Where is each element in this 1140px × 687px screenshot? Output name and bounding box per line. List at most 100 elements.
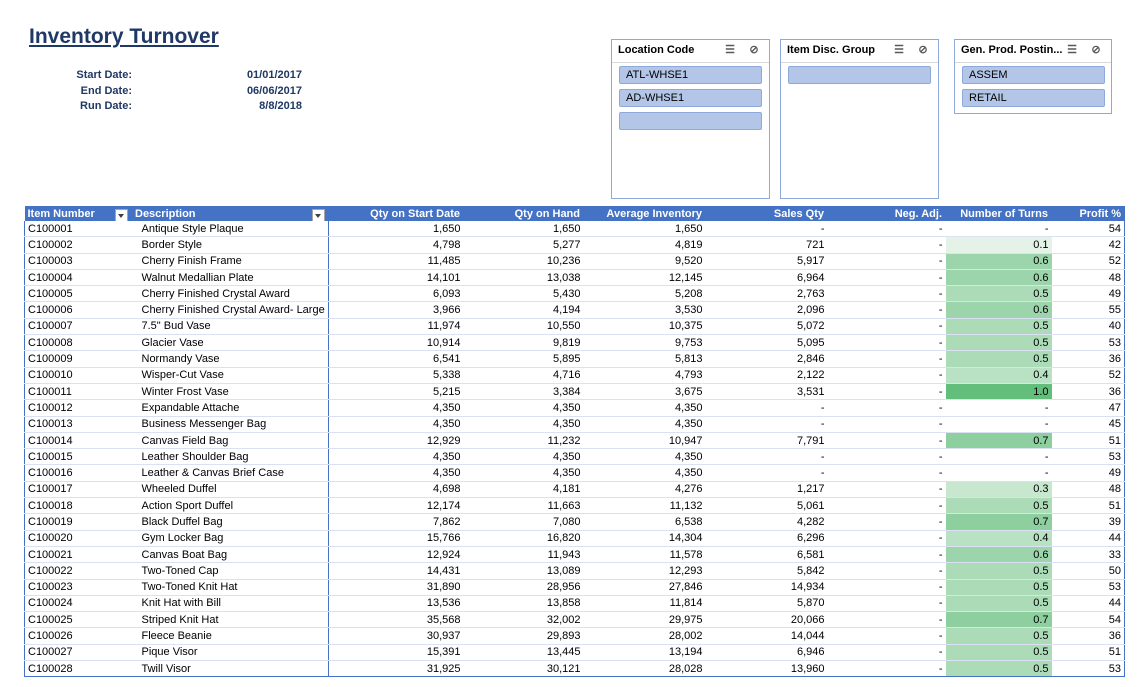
table-row[interactable]: C100010 Wisper-Cut Vase 5,338 4,716 4,793 2,1… [24,367,1125,384]
cell-qty-hand[interactable]: 5,277 [463,236,584,254]
slicer-item-atl-whse1[interactable]: ATL-WHSE1 [619,66,762,84]
cell-qty-start[interactable]: 4,350 [328,399,464,417]
cell-turns[interactable]: 0.6 [945,301,1052,319]
cell-neg-adj[interactable]: - [827,595,946,613]
slicer-item-retail[interactable]: RETAIL [962,89,1105,107]
cell-avg-inventory[interactable]: 10,947 [583,432,706,450]
cell-description[interactable]: Action Sport Duffel [131,497,329,515]
cell-item-number[interactable]: C100011 [24,383,132,401]
cell-qty-start[interactable]: 12,924 [328,546,464,564]
cell-item-number[interactable]: C100024 [24,595,132,613]
cell-turns[interactable]: 0.5 [945,285,1052,303]
cell-profit[interactable]: 52 [1051,253,1125,270]
table-row[interactable]: C100020 Gym Locker Bag 15,766 16,820 14,304 6… [24,530,1125,547]
cell-neg-adj[interactable]: - [827,497,946,515]
cell-item-number[interactable]: C100021 [24,546,132,564]
cell-description[interactable]: Antique Style Plaque [131,221,329,238]
cell-neg-adj[interactable]: - [827,367,946,384]
cell-neg-adj[interactable]: - [827,236,946,254]
cell-description[interactable]: Black Duffel Bag [131,513,329,531]
cell-sales-qty[interactable]: - [705,464,828,482]
cell-description[interactable]: Fleece Beanie [131,627,329,645]
table-row[interactable]: C100026 Fleece Beanie 30,937 29,893 28,002 14… [24,627,1125,645]
cell-description[interactable]: Twill Visor [131,660,329,678]
cell-qty-hand[interactable]: 13,038 [463,269,584,287]
cell-sales-qty[interactable]: 3,531 [705,383,828,401]
cell-sales-qty[interactable]: 13,960 [705,660,828,678]
cell-profit[interactable]: 54 [1051,221,1125,238]
cell-avg-inventory[interactable]: 11,132 [583,497,706,515]
cell-turns[interactable]: 0.7 [945,513,1052,531]
slicer-item-ad-whse1[interactable]: AD-WHSE1 [619,89,762,107]
clear-filter-icon[interactable]: ⊘ [918,44,928,56]
table-row[interactable]: C100003 Cherry Finish Frame 11,485 10,236 9,… [24,253,1125,270]
cell-sales-qty[interactable]: 1,217 [705,481,828,499]
cell-qty-hand[interactable]: 7,080 [463,513,584,531]
cell-avg-inventory[interactable]: 27,846 [583,579,706,596]
cell-turns[interactable]: 0.5 [945,497,1052,515]
table-row[interactable]: C100006 Cherry Finished Crystal Award- La… [24,301,1125,319]
table-row[interactable]: C100009 Normandy Vase 6,541 5,895 5,813 2,846… [24,350,1125,368]
cell-turns[interactable]: 1.0 [945,383,1052,401]
cell-qty-hand[interactable]: 10,550 [463,318,584,336]
cell-avg-inventory[interactable]: 4,350 [583,448,706,466]
cell-qty-hand[interactable]: 29,893 [463,627,584,645]
table-row[interactable]: C100012 Expandable Attache 4,350 4,350 4,350… [24,399,1125,417]
cell-neg-adj[interactable]: - [827,301,946,319]
cell-avg-inventory[interactable]: 3,530 [583,301,706,319]
cell-avg-inventory[interactable]: 4,350 [583,464,706,482]
cell-neg-adj[interactable]: - [827,334,946,352]
cell-neg-adj[interactable]: - [827,660,946,678]
cell-sales-qty[interactable]: 5,842 [705,562,828,580]
cell-description[interactable]: Winter Frost Vase [131,383,329,401]
table-row[interactable]: C100022 Two-Toned Cap 14,431 13,089 12,293 5,… [24,562,1125,580]
cell-description[interactable]: Glacier Vase [131,334,329,352]
slicer-item-blank[interactable] [788,66,931,84]
cell-neg-adj[interactable]: - [827,464,946,482]
cell-profit[interactable]: 40 [1051,318,1125,336]
cell-qty-start[interactable]: 10,914 [328,334,464,352]
cell-qty-hand[interactable]: 11,232 [463,432,584,450]
column-header-qty-hand[interactable]: Qty on Hand [463,206,584,221]
cell-description[interactable]: Cherry Finish Frame [131,253,329,270]
cell-avg-inventory[interactable]: 4,793 [583,367,706,384]
cell-qty-hand[interactable]: 5,895 [463,350,584,368]
cell-qty-start[interactable]: 31,925 [328,660,464,678]
cell-qty-start[interactable]: 31,890 [328,579,464,596]
cell-qty-hand[interactable]: 4,350 [463,464,584,482]
cell-neg-adj[interactable]: - [827,318,946,336]
cell-avg-inventory[interactable]: 29,975 [583,611,706,629]
cell-profit[interactable]: 44 [1051,530,1125,547]
cell-item-number[interactable]: C100010 [24,367,132,384]
cell-qty-hand[interactable]: 13,089 [463,562,584,580]
cell-avg-inventory[interactable]: 1,650 [583,221,706,238]
cell-neg-adj[interactable]: - [827,644,946,662]
cell-sales-qty[interactable]: 5,917 [705,253,828,270]
cell-neg-adj[interactable]: - [827,432,946,450]
cell-qty-hand[interactable]: 28,956 [463,579,584,596]
cell-turns[interactable]: 0.5 [945,627,1052,645]
column-header-description[interactable]: Description [131,206,329,221]
cell-description[interactable]: Canvas Field Bag [131,432,329,450]
cell-item-number[interactable]: C100022 [24,562,132,580]
cell-item-number[interactable]: C100014 [24,432,132,450]
cell-profit[interactable]: 53 [1051,660,1125,678]
cell-avg-inventory[interactable]: 11,578 [583,546,706,564]
table-row[interactable]: C100017 Wheeled Duffel 4,698 4,181 4,276 1,21… [24,481,1125,499]
cell-qty-start[interactable]: 6,541 [328,350,464,368]
cell-qty-hand[interactable]: 5,430 [463,285,584,303]
cell-item-number[interactable]: C100023 [24,579,132,596]
cell-neg-adj[interactable]: - [827,611,946,629]
cell-qty-hand[interactable]: 13,445 [463,644,584,662]
cell-profit[interactable]: 53 [1051,579,1125,596]
cell-profit[interactable]: 53 [1051,334,1125,352]
cell-sales-qty[interactable]: 14,934 [705,579,828,596]
table-row[interactable]: C100002 Border Style 4,798 5,277 4,819 721-0.… [24,236,1125,254]
cell-qty-hand[interactable]: 16,820 [463,530,584,547]
cell-qty-start[interactable]: 6,093 [328,285,464,303]
cell-neg-adj[interactable]: - [827,269,946,287]
cell-profit[interactable]: 48 [1051,481,1125,499]
cell-sales-qty[interactable]: - [705,221,828,238]
cell-neg-adj[interactable]: - [827,350,946,368]
multi-select-icon[interactable]: ☰ [725,44,735,56]
